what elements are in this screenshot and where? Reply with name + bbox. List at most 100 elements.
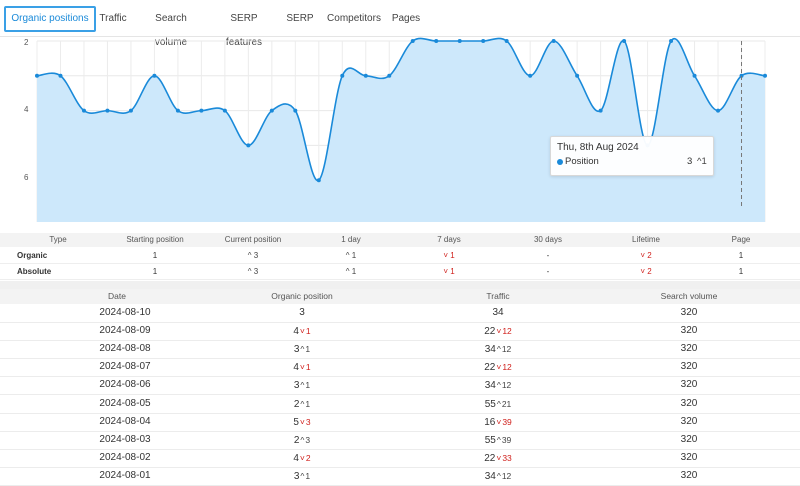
tab-competitors[interactable]: Competitors bbox=[327, 13, 381, 24]
header-1-day: 1 day bbox=[341, 235, 361, 244]
caret-down-icon: ˅ bbox=[640, 267, 645, 276]
caret-up-icon: ^ bbox=[300, 470, 305, 481]
caret-up-icon: ^ bbox=[345, 251, 350, 260]
caret-down-icon: ˅ bbox=[299, 416, 305, 427]
history-search-volume: 320 bbox=[680, 433, 698, 445]
header-starting-position: Starting position bbox=[126, 235, 184, 244]
caret-up-icon: ^ bbox=[496, 380, 501, 391]
history-row: 2024-08-06 3^1 34^12 320 bbox=[0, 376, 800, 396]
data-point bbox=[199, 108, 204, 113]
history-organic-position: 5˅3 bbox=[293, 416, 311, 428]
position-chart[interactable]: 2 4 6 Thu, 8th Aug 2024 Position 3 ^1 bbox=[0, 36, 800, 231]
data-point bbox=[410, 39, 415, 43]
data-point bbox=[316, 178, 321, 183]
data-point bbox=[340, 73, 345, 78]
history-date: 2024-08-02 bbox=[99, 451, 151, 463]
y-tick-label: 2 bbox=[24, 38, 29, 47]
caret-up-icon: ^ bbox=[496, 470, 501, 481]
tab-search-volume[interactable]: Search volume bbox=[154, 13, 188, 48]
data-point bbox=[481, 39, 486, 43]
caret-down-icon: ˅ bbox=[299, 326, 305, 337]
history-row: 2024-08-10 3 34 320 bbox=[0, 304, 800, 323]
history-search-volume: 320 bbox=[680, 307, 698, 318]
tooltip-value: 3 bbox=[687, 156, 693, 167]
header-type: Type bbox=[49, 235, 67, 244]
summary-row: Organic 1 ^ 3 ^ 1 ˅ 1 - ˅ 2 1 bbox=[0, 248, 800, 264]
tab-serp-features[interactable]: SERP features bbox=[225, 13, 263, 48]
caret-up-icon: ^ bbox=[247, 267, 252, 276]
data-point bbox=[128, 108, 133, 113]
data-point bbox=[269, 108, 274, 113]
summary-cell-start: 1 bbox=[152, 251, 158, 260]
data-point bbox=[457, 39, 462, 43]
caret-up-icon: ^ bbox=[300, 344, 305, 355]
history-search-volume: 320 bbox=[680, 343, 698, 355]
tab-serp[interactable]: SERP bbox=[286, 13, 314, 24]
history-traffic: 34^12 bbox=[484, 470, 512, 482]
history-organic-position: 4˅2 bbox=[293, 452, 311, 464]
header-7-days: 7 days bbox=[437, 235, 461, 244]
history-organic-position: 3^1 bbox=[293, 470, 311, 482]
history-row: 2024-08-02 4˅2 22˅33 320 bbox=[0, 449, 800, 468]
history-date: 2024-08-01 bbox=[99, 469, 151, 481]
caret-up-icon: ^ bbox=[300, 380, 305, 391]
caret-up-icon: ^ bbox=[697, 156, 702, 167]
history-row: 2024-08-09 4˅1 22˅12 320 bbox=[0, 322, 800, 342]
history-row: 2024-08-08 3^1 34^12 320 bbox=[0, 340, 800, 360]
tab-pages[interactable]: Pages bbox=[391, 13, 421, 24]
series-marker-icon bbox=[557, 159, 563, 165]
data-point bbox=[551, 39, 556, 43]
caret-down-icon: ˅ bbox=[496, 326, 502, 337]
summary-cell-d7: ˅ 1 bbox=[443, 251, 455, 260]
section-divider bbox=[0, 281, 800, 289]
history-table-header: Date Organic position Traffic Search vol… bbox=[0, 289, 800, 304]
data-point bbox=[692, 73, 697, 78]
header-traffic: Traffic bbox=[486, 291, 510, 301]
summary-cell-d1: ^ 1 bbox=[345, 267, 357, 276]
history-date: 2024-08-08 bbox=[99, 343, 151, 355]
summary-cell-lifetime: ˅ 2 bbox=[640, 267, 652, 276]
header-current-position: Current position bbox=[224, 235, 282, 244]
caret-up-icon: ^ bbox=[247, 251, 252, 260]
history-date: 2024-08-10 bbox=[99, 307, 151, 318]
y-tick-label: 4 bbox=[24, 105, 29, 114]
summary-row: Absolute 1 ^ 3 ^ 1 ˅ 1 - ˅ 2 1 bbox=[0, 264, 800, 280]
tab-traffic[interactable]: Traffic bbox=[99, 13, 127, 24]
history-organic-position: 3^1 bbox=[293, 380, 311, 392]
chart-tooltip: Thu, 8th Aug 2024 Position 3 ^1 bbox=[550, 136, 714, 176]
header-organic-position: Organic position bbox=[271, 291, 333, 301]
history-row: 2024-08-04 5˅3 16˅39 320 bbox=[0, 413, 800, 432]
history-date: 2024-08-07 bbox=[99, 361, 151, 373]
history-search-volume: 320 bbox=[680, 415, 698, 427]
data-point bbox=[387, 73, 392, 78]
summary-cell-page: 1 bbox=[738, 251, 744, 260]
summary-table-header: Type Starting position Current position … bbox=[0, 233, 800, 247]
data-point bbox=[81, 108, 86, 113]
data-point bbox=[528, 73, 533, 78]
history-traffic: 22˅33 bbox=[484, 452, 512, 464]
history-traffic: 16˅39 bbox=[484, 416, 512, 428]
summary-cell-d30: - bbox=[546, 267, 550, 276]
summary-cell-start: 1 bbox=[152, 267, 158, 276]
tab-organic-positions[interactable]: Organic positions bbox=[4, 6, 96, 32]
caret-up-icon: ^ bbox=[300, 398, 305, 409]
data-point bbox=[575, 73, 580, 78]
y-tick-label: 6 bbox=[24, 173, 29, 182]
tooltip-change: ^1 bbox=[697, 156, 707, 167]
data-point bbox=[434, 39, 439, 43]
data-point bbox=[716, 108, 721, 113]
history-date: 2024-08-06 bbox=[99, 379, 151, 391]
chart-plot[interactable] bbox=[0, 36, 800, 231]
caret-down-icon: ˅ bbox=[443, 251, 448, 260]
header-lifetime: Lifetime bbox=[631, 235, 661, 244]
summary-cell-current: ^ 3 bbox=[247, 267, 259, 276]
caret-up-icon: ^ bbox=[496, 434, 501, 445]
history-row: 2024-08-07 4˅1 22˅12 320 bbox=[0, 358, 800, 378]
history-search-volume: 320 bbox=[680, 361, 698, 373]
caret-up-icon: ^ bbox=[300, 434, 305, 445]
data-point bbox=[35, 73, 39, 78]
header-page: Page bbox=[731, 235, 751, 244]
tooltip-date: Thu, 8th Aug 2024 bbox=[557, 142, 639, 153]
header-search-volume: Search volume bbox=[660, 291, 718, 301]
caret-down-icon: ˅ bbox=[496, 452, 502, 463]
